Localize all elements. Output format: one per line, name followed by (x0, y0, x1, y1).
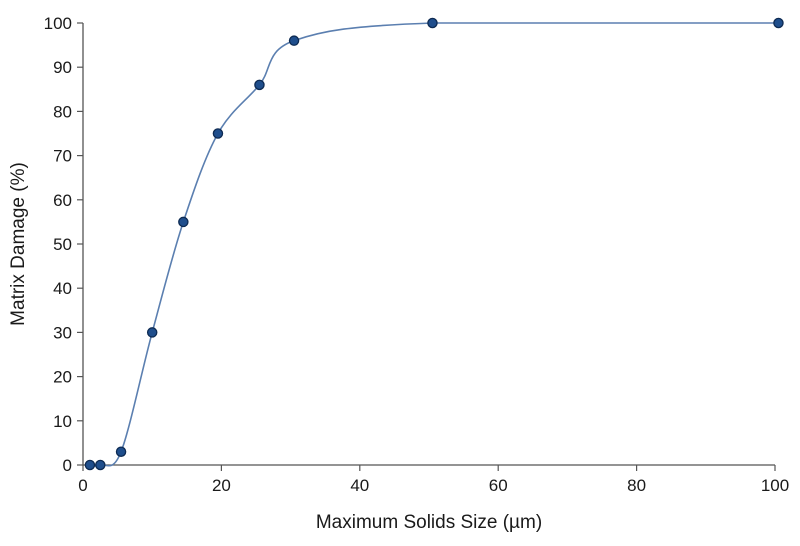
data-point (95, 459, 106, 471)
y-axis-title: Matrix Damage (%) (8, 162, 29, 326)
y-tick-label: 30 (53, 323, 72, 342)
data-point (773, 17, 784, 29)
y-tick-label: 90 (53, 58, 72, 77)
data-point (115, 446, 127, 457)
data-points (84, 17, 784, 471)
y-tick-label: 100 (44, 14, 72, 33)
x-tick-label: 60 (489, 476, 508, 495)
ticks: 0 20 40 60 80 100 0 10 20 30 40 50 60 70 80 90 100 (44, 14, 790, 495)
y-tick-label: 80 (53, 102, 72, 121)
x-axis-title: Maximum Solids Size (µm) (316, 512, 542, 533)
data-point (427, 17, 438, 29)
data-point (146, 327, 158, 338)
y-tick-label: 50 (53, 235, 72, 254)
axes (82, 23, 775, 466)
data-point (178, 216, 189, 228)
data-point (212, 128, 224, 139)
x-tick-label: 0 (78, 476, 87, 495)
y-tick-label: 70 (53, 147, 72, 166)
fit-curve (89, 22, 779, 467)
y-tick-label: 0 (63, 456, 72, 475)
y-tick-label: 40 (53, 279, 72, 298)
data-point (288, 35, 300, 46)
data-point (254, 79, 265, 91)
data-point (84, 459, 96, 471)
x-tick-label: 20 (212, 476, 231, 495)
y-tick-label: 20 (53, 368, 72, 387)
x-tick-label: 100 (761, 476, 789, 495)
x-tick-label: 40 (350, 476, 369, 495)
x-tick-label: 80 (627, 476, 646, 495)
y-tick-label: 60 (53, 191, 72, 210)
y-tick-label: 10 (53, 412, 72, 431)
fit-curve-layer (89, 22, 779, 467)
